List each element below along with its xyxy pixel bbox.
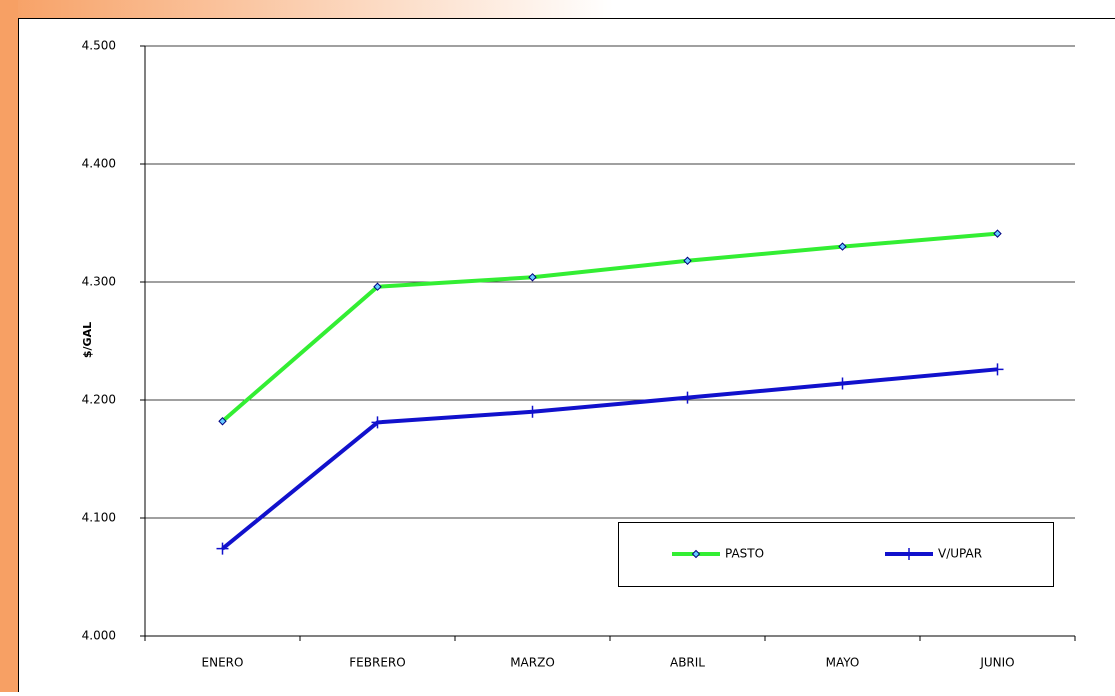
x-tick-label: ENERO: [202, 656, 244, 670]
chart-frame: [19, 19, 1115, 693]
y-tick-label: 4.400: [82, 157, 116, 171]
y-tick-label: 4.100: [82, 511, 116, 525]
x-tick-label: MARZO: [510, 656, 555, 670]
legend-label: V/UPAR: [938, 547, 982, 561]
y-tick-label: 4.200: [82, 393, 116, 407]
y-tick-label: 4.000: [82, 629, 116, 643]
top-band: [0, 0, 1115, 19]
x-tick-label: FEBRERO: [349, 656, 405, 670]
x-tick-label: ABRIL: [670, 656, 705, 670]
x-tick-label: MAYO: [826, 656, 860, 670]
left-band: [0, 0, 18, 692]
y-tick-label: 4.500: [82, 39, 116, 53]
x-tick-label: JUNIO: [979, 656, 1014, 670]
y-tick-label: 4.300: [82, 275, 116, 289]
y-axis-label: $/GAL: [81, 322, 94, 358]
legend-label: PASTO: [725, 547, 764, 561]
